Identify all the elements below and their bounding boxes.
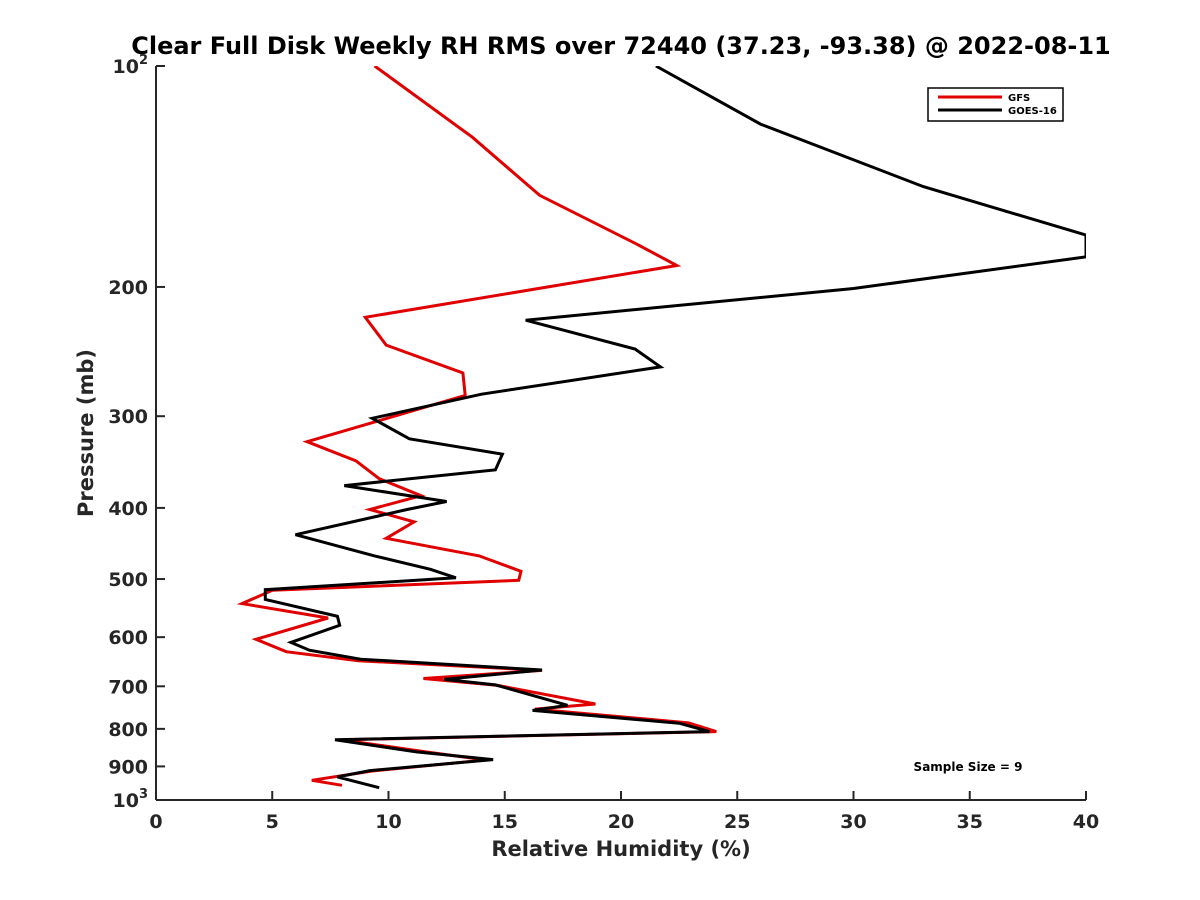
x-tick-label: 25 — [724, 811, 750, 833]
axis-ticks: 0 5 10 15 20 25 30 35 40 102 200 300 400 500 600 700 800… — [108, 53, 1099, 833]
x-tick-label: 30 — [840, 811, 866, 833]
y-tick-label: 800 — [108, 719, 148, 741]
y-tick-label: 700 — [108, 676, 148, 698]
x-tick-label: 20 — [608, 811, 634, 833]
series-lines — [236, 66, 1086, 790]
x-tick-label: 35 — [957, 811, 983, 833]
axes — [155, 66, 1086, 801]
x-tick-label: 15 — [492, 811, 518, 833]
y-tick-label: 400 — [108, 498, 148, 520]
x-axis-label: Relative Humidity (%) — [491, 837, 750, 861]
y-tick-label: 500 — [108, 569, 148, 591]
x-tick-label: 5 — [266, 811, 279, 833]
x-tick-label: 0 — [149, 811, 162, 833]
sample-size-annotation: Sample Size = 9 — [914, 760, 1023, 774]
y-tick-label: 900 — [108, 756, 148, 778]
legend-box — [927, 87, 1064, 122]
legend-label: GFS — [1008, 93, 1030, 104]
legend: GFS GOES-16 — [927, 87, 1064, 122]
series-line-goes-16 — [263, 66, 1086, 790]
series-line-gfs — [236, 66, 717, 787]
legend-label: GOES-16 — [1008, 106, 1057, 117]
y-tick-label: 600 — [108, 627, 148, 649]
y-tick-label: 300 — [108, 406, 148, 428]
x-tick-label: 10 — [375, 811, 401, 833]
y-tick-label: 200 — [108, 277, 148, 299]
y-tick-label: 102 — [113, 53, 149, 78]
y-axis-label: Pressure (mb) — [74, 349, 98, 517]
chart-title: Clear Full Disk Weekly RH RMS over 72440… — [131, 32, 1111, 60]
y-tick-label: 103 — [113, 787, 149, 812]
x-tick-label: 40 — [1073, 811, 1099, 833]
